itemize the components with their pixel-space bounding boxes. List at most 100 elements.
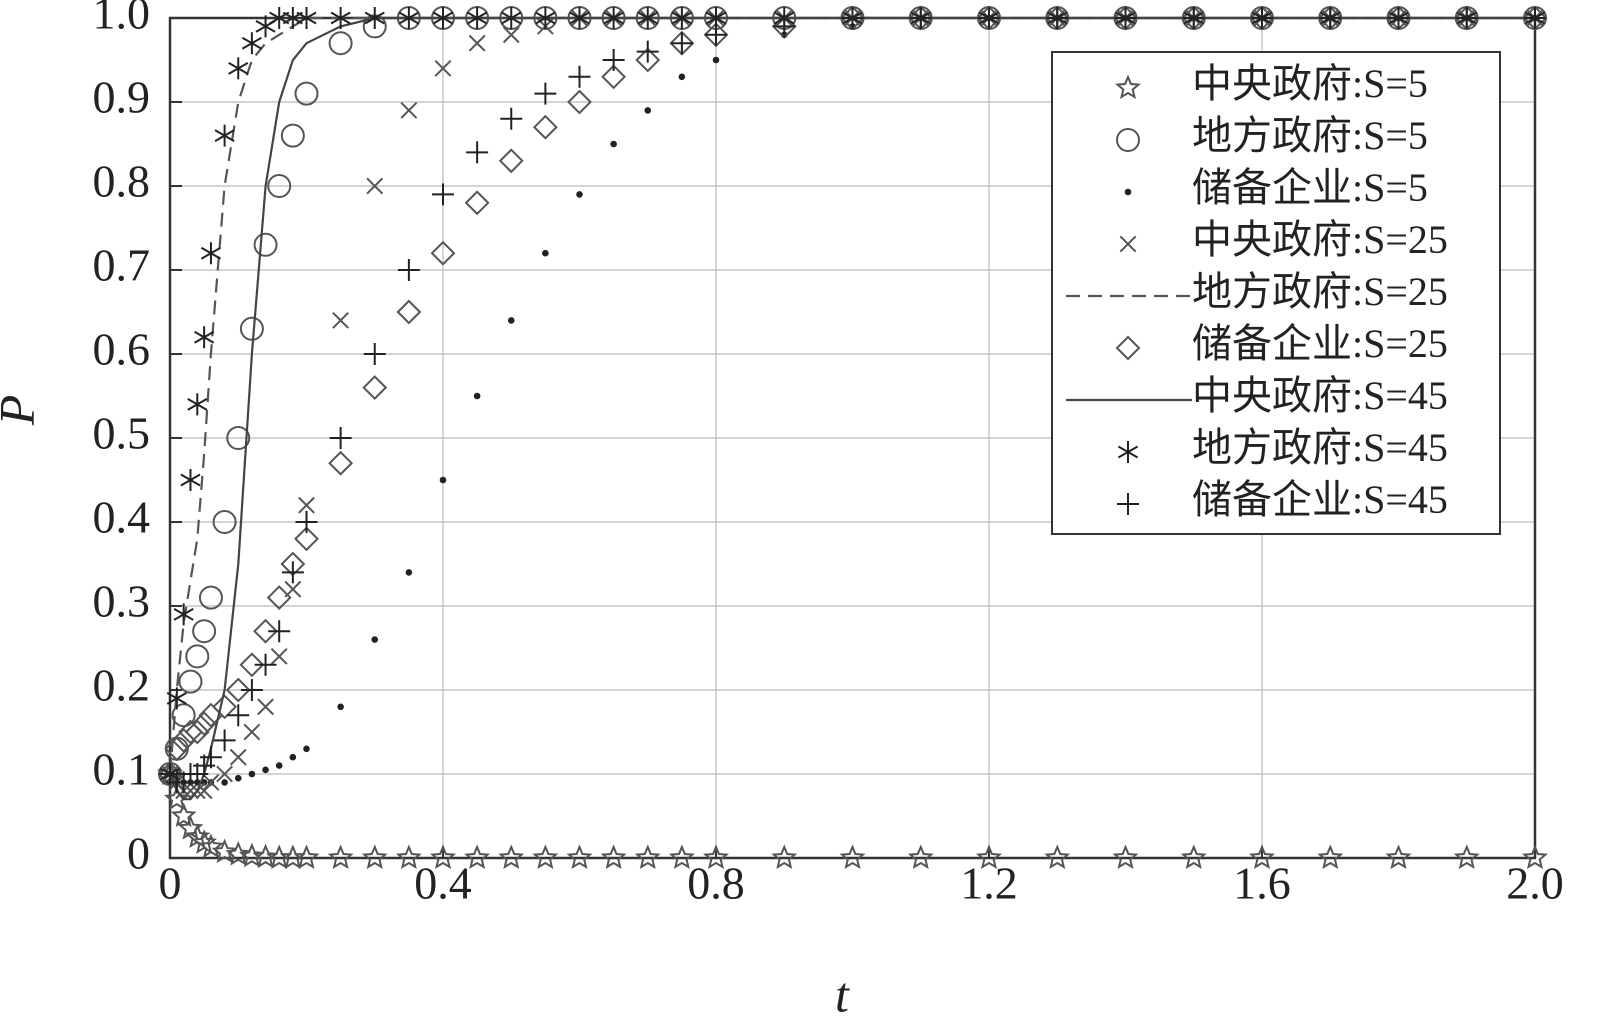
legend-marker <box>1124 188 1132 196</box>
y-tick-label: 0 <box>127 828 150 879</box>
data-point <box>644 107 652 114</box>
data-point <box>636 40 659 63</box>
data-point <box>225 677 251 703</box>
data-point <box>212 694 238 720</box>
data-point <box>166 687 187 710</box>
y-axis-label: P <box>0 395 44 427</box>
legend-marker <box>1115 335 1141 361</box>
data-point <box>439 476 447 484</box>
data-point <box>192 619 217 644</box>
data-point <box>294 526 319 552</box>
data-point <box>1046 7 1069 29</box>
data-point <box>500 107 523 130</box>
data-point <box>603 7 624 29</box>
data-point <box>670 32 693 55</box>
data-point <box>194 326 215 349</box>
data-point <box>702 844 730 869</box>
data-point <box>637 7 658 29</box>
data-point <box>241 32 262 55</box>
data-point <box>466 141 489 164</box>
data-point <box>839 844 866 869</box>
legend-label: 储备企业:S=5 <box>1192 165 1428 210</box>
data-point <box>328 31 353 56</box>
data-point <box>200 242 222 265</box>
data-point <box>566 844 593 869</box>
data-point <box>1248 844 1276 869</box>
data-point <box>371 636 379 643</box>
data-point <box>267 174 292 198</box>
y-tick-label: 0.4 <box>93 492 151 543</box>
data-point <box>202 773 220 791</box>
legend-label: 储备企业:S=45 <box>1192 477 1448 522</box>
data-point <box>532 114 558 140</box>
data-point <box>228 57 249 80</box>
data-point <box>361 844 388 869</box>
data-point <box>184 719 210 745</box>
data-point <box>467 7 488 29</box>
data-point <box>328 450 354 476</box>
y-tick-label: 1.0 <box>93 0 151 39</box>
data-point <box>243 723 261 741</box>
data-point <box>635 47 661 73</box>
x-tick-label: 0.8 <box>687 858 745 909</box>
data-point <box>400 101 418 119</box>
data-point <box>294 81 319 106</box>
data-point <box>275 762 283 769</box>
data-point <box>362 375 388 401</box>
data-point <box>229 748 247 766</box>
data-point <box>534 82 557 105</box>
data-point <box>280 123 305 148</box>
data-point <box>773 15 796 38</box>
data-point <box>432 183 454 206</box>
data-point <box>289 753 297 761</box>
data-point <box>395 844 422 869</box>
data-point <box>198 585 223 610</box>
data-point <box>1521 844 1549 869</box>
data-point <box>978 7 1000 29</box>
data-point <box>329 427 352 449</box>
legend-label: 储备企业:S=25 <box>1192 321 1448 366</box>
data-point <box>535 7 556 29</box>
data-point <box>234 774 242 782</box>
data-point <box>668 844 695 869</box>
data-point <box>601 64 627 90</box>
data-point <box>191 711 217 737</box>
data-point <box>429 844 457 869</box>
data-point <box>164 736 190 762</box>
data-point <box>270 647 288 665</box>
data-point <box>1524 7 1546 29</box>
data-point <box>907 844 934 869</box>
legend-marker <box>1114 74 1142 99</box>
data-point <box>366 177 384 195</box>
data-point <box>213 729 236 752</box>
legend-label: 中央政府:S=45 <box>1192 373 1448 418</box>
data-point <box>909 7 932 29</box>
x-axis-label: t <box>835 966 850 1022</box>
data-point <box>602 49 625 71</box>
data-point <box>239 316 264 341</box>
data-point <box>295 511 318 533</box>
legend-label: 中央政府:S=5 <box>1192 61 1428 106</box>
data-point <box>298 496 315 514</box>
data-point <box>180 469 201 491</box>
data-point <box>634 844 661 869</box>
legend-marker <box>1119 235 1137 253</box>
data-point <box>600 844 627 869</box>
data-point <box>293 844 320 869</box>
data-point <box>182 782 199 800</box>
data-point <box>569 7 590 29</box>
data-point <box>542 249 549 257</box>
data-point <box>253 618 278 644</box>
data-point <box>498 844 525 869</box>
legend-marker <box>1116 128 1140 152</box>
data-point <box>1455 7 1478 29</box>
legend-label: 地方政府:S=25 <box>1192 269 1448 314</box>
data-point <box>254 653 277 676</box>
data-point <box>396 299 422 325</box>
x-tick-label: 2.0 <box>1506 858 1564 909</box>
data-point <box>610 140 617 148</box>
data-point <box>705 23 727 46</box>
data-point <box>327 844 354 869</box>
data-point <box>671 7 692 29</box>
data-point <box>1387 7 1410 29</box>
